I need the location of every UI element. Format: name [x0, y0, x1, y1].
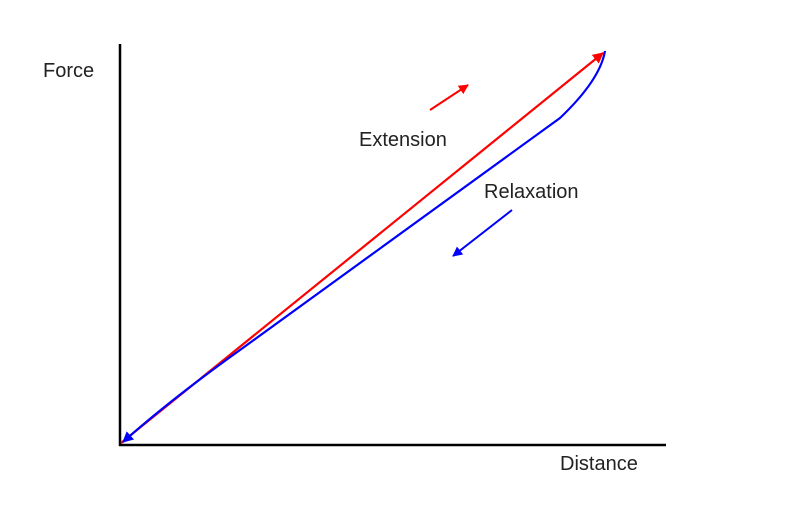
relaxation-curve — [122, 50, 607, 443]
y-axis-label: Force — [43, 60, 94, 82]
extension-label: Extension — [359, 129, 447, 151]
relaxation-label: Relaxation — [484, 181, 579, 203]
relaxation-direction-arrow — [452, 209, 513, 257]
extension-direction-arrow — [429, 84, 469, 111]
x-axis-label: Distance — [560, 453, 638, 475]
